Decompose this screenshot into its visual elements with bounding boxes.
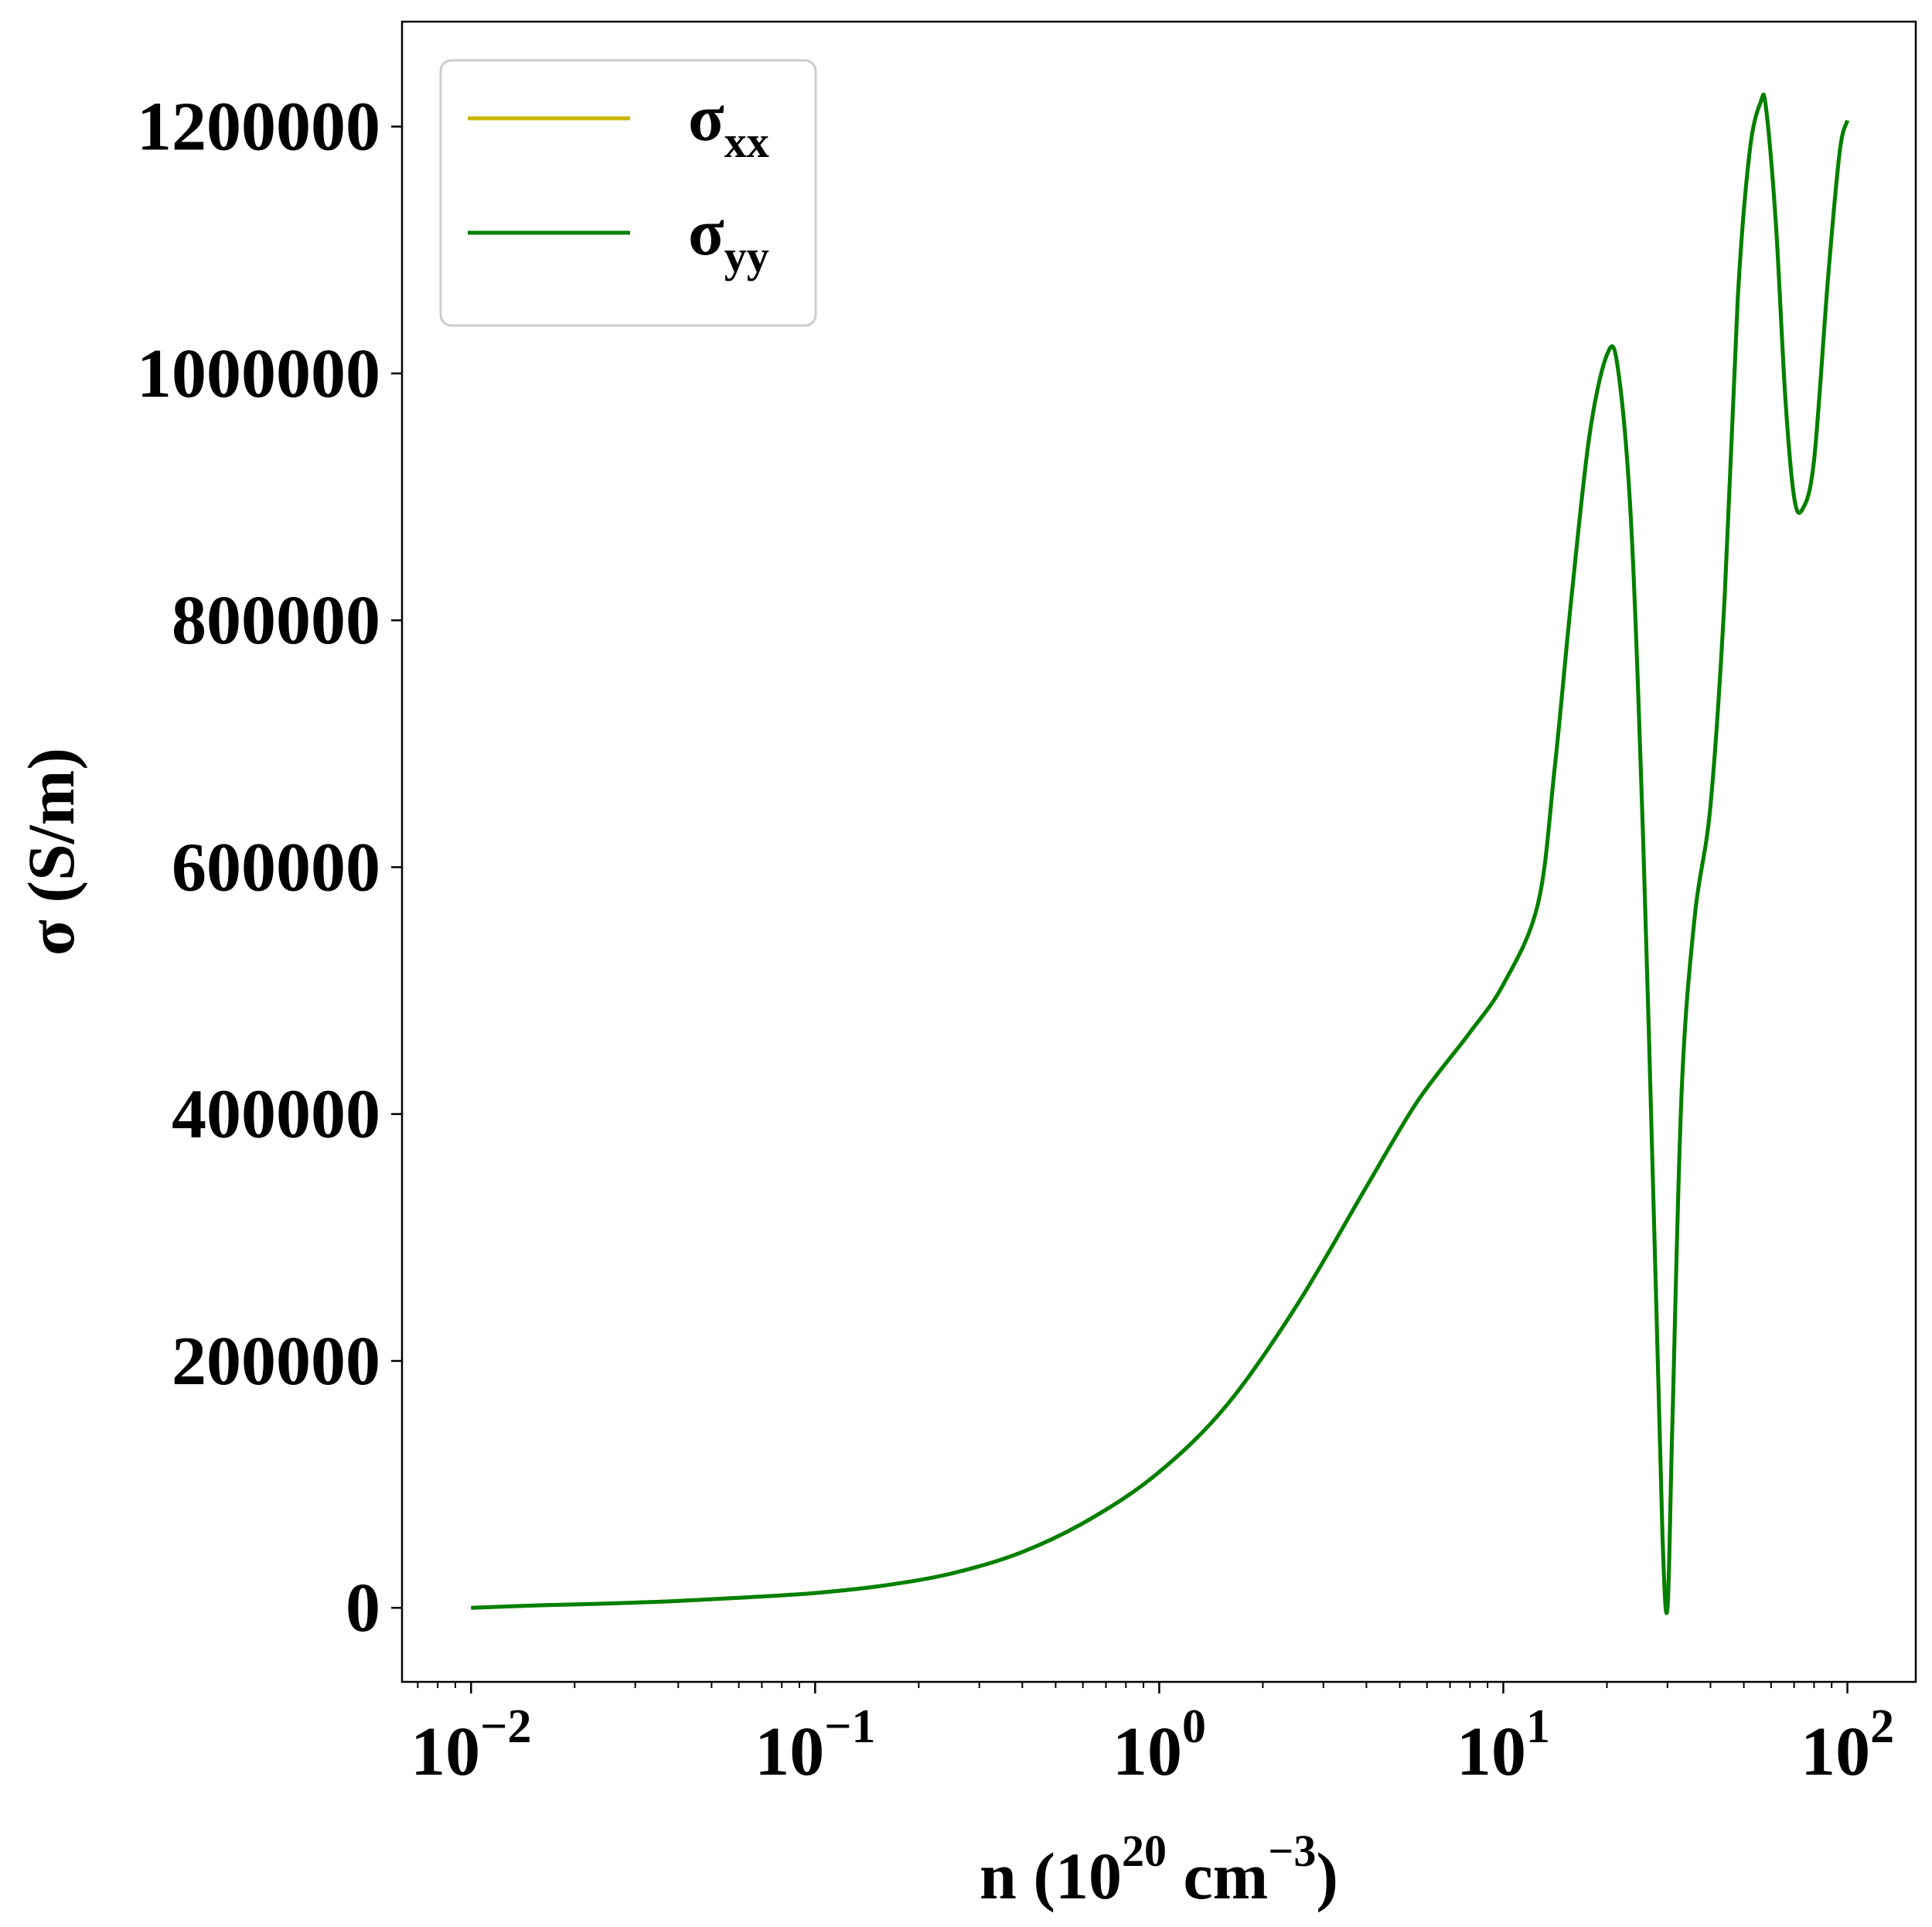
- x-axis-label-end: ): [1316, 1839, 1338, 1913]
- x-tick-label: 101: [1457, 1700, 1550, 1790]
- legend-box: [439, 59, 817, 327]
- y-tick-label: 1200000: [137, 89, 380, 165]
- x-tick-label: 10−1: [755, 1700, 875, 1790]
- y-tick-label: 0: [346, 1570, 380, 1646]
- x-axis-label-sup1: 20: [1122, 1826, 1167, 1876]
- y-axis-label: σ (S/m): [14, 748, 88, 956]
- y-tick-label: 1000000: [137, 336, 380, 412]
- x-axis-label: n (1020 cm−3): [980, 1826, 1338, 1913]
- y-tick-label: 200000: [172, 1323, 380, 1400]
- x-tick-label: 102: [1801, 1700, 1894, 1790]
- y-tick-label: 600000: [172, 829, 380, 906]
- y-tick-label: 800000: [172, 582, 380, 659]
- x-tick-label: 10−2: [411, 1700, 531, 1790]
- x-axis-label-sup2: −3: [1268, 1826, 1316, 1876]
- plot-area: [471, 92, 1850, 1615]
- legend-label-xx: σxx: [688, 80, 769, 167]
- series-line-yy: [471, 92, 1850, 1615]
- x-axis: 10−2 10−1 100 101 102: [411, 1682, 1894, 1790]
- legend-label-yy: σyy: [688, 195, 769, 281]
- x-axis-label-mid: cm: [1167, 1839, 1268, 1913]
- x-axis-label-base: n (10: [980, 1839, 1122, 1913]
- y-axis: 0 200000 400000 600000 800000 1000000 1200000: [137, 89, 402, 1646]
- x-tick-label: 100: [1113, 1700, 1206, 1790]
- legend: σxx σyy: [439, 59, 817, 327]
- y-tick-label: 400000: [172, 1076, 380, 1153]
